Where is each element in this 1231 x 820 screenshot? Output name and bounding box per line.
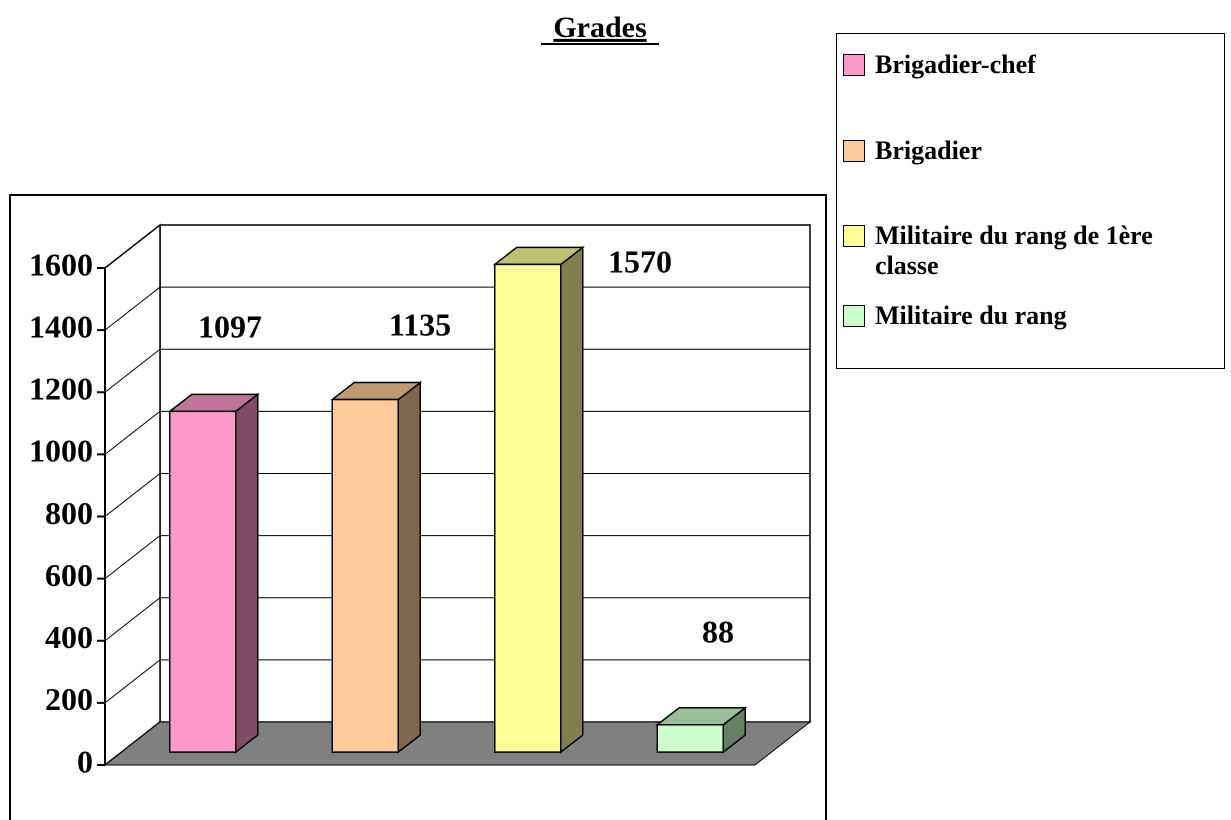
- legend-item: Militaire du rang de 1ère classe: [843, 221, 1223, 281]
- bar: [331, 398, 399, 753]
- grid-line: [104, 535, 161, 580]
- grid-line: [104, 473, 161, 517]
- value-label: 1135: [389, 306, 451, 342]
- legend-item: Brigadier: [843, 136, 1223, 166]
- grid-line: [104, 597, 161, 642]
- y-tick-label: 1400: [29, 308, 93, 344]
- y-tick-label: 1600: [29, 246, 93, 282]
- legend-swatch: [843, 140, 865, 162]
- grid-line: [104, 348, 161, 393]
- grid-line: [104, 224, 161, 269]
- legend-swatch: [843, 225, 865, 247]
- grid-line: [104, 721, 161, 766]
- grid-line: [104, 659, 161, 704]
- y-tick-label: 0: [77, 743, 93, 779]
- legend-swatch: [843, 305, 865, 327]
- y-tick-label: 600: [45, 557, 93, 593]
- y-tick-label: 400: [45, 619, 93, 655]
- grid-line: [104, 410, 161, 455]
- bar-side: [397, 381, 421, 754]
- legend-label: Brigadier-chef: [875, 50, 1036, 79]
- y-tick-label: 1000: [29, 433, 93, 469]
- y-tick-label: 800: [45, 495, 93, 531]
- bar: [656, 724, 724, 753]
- y-tick-label: 1200: [29, 371, 93, 407]
- value-label: 1097: [198, 308, 262, 344]
- bar-side: [235, 392, 259, 754]
- bar: [169, 410, 237, 753]
- legend-item: Brigadier-chef: [843, 50, 1223, 80]
- value-label: 88: [702, 613, 734, 649]
- bar: [494, 263, 562, 753]
- legend-label: Brigadier: [875, 136, 982, 165]
- legend: Brigadier-chef Brigadier Militaire du rang…: [836, 33, 1225, 369]
- legend-item: Militaire du rang: [843, 301, 1223, 331]
- value-label: 1570: [608, 243, 672, 279]
- legend-swatch: [843, 54, 865, 76]
- legend-label: Militaire du rang: [875, 301, 1067, 330]
- grid-line: [104, 286, 161, 331]
- bar-side: [560, 245, 584, 754]
- chart-title: Grades: [553, 11, 646, 44]
- y-tick-label: 200: [45, 681, 93, 717]
- legend-label: Militaire du rang de 1ère classe: [875, 221, 1153, 280]
